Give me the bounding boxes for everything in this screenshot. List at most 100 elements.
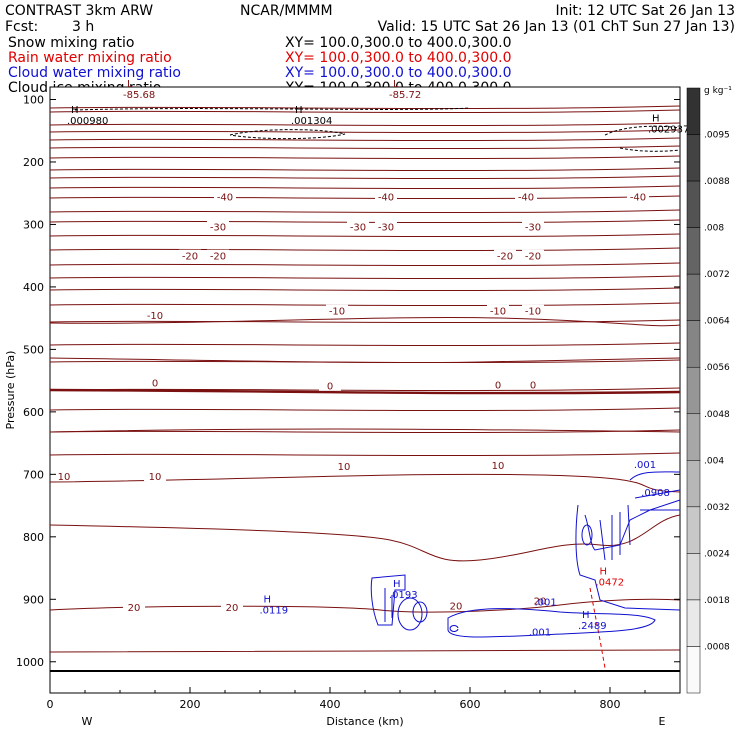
isotherm-label-bg	[214, 190, 236, 202]
isotherm-line	[49, 209, 681, 214]
isotherm-label: -30	[378, 222, 394, 233]
isotherm-label: 10	[492, 461, 505, 472]
isotherm-zero-line	[49, 388, 681, 395]
cloud-water-label: .001	[634, 460, 656, 471]
x-tick-label: 400	[320, 698, 341, 711]
y-tick-label: 200	[23, 156, 44, 169]
colorbar-swatch	[686, 413, 701, 461]
extremum-symbol: H	[71, 105, 79, 116]
cloud-water-contour	[581, 524, 593, 546]
y-tick-label: 700	[23, 468, 44, 481]
isotherm-line	[49, 514, 681, 562]
isotherm-label: 10	[149, 472, 162, 483]
isotherm-label: -10	[147, 311, 163, 322]
x-tick-label: 600	[460, 698, 481, 711]
isotherm-line	[49, 195, 681, 200]
field-xy: XY= 100.0,300.0 to 400.0,300.0	[285, 65, 512, 81]
isotherm-line	[49, 233, 681, 238]
field-xy: XY= 100.0,300.0 to 400.0,300.0	[285, 35, 512, 51]
isotherm-label: -20	[210, 252, 226, 263]
y-tick-label: 500	[23, 343, 44, 356]
colorbar-label: .0072	[704, 270, 730, 280]
isotherm-label-bg	[627, 190, 649, 202]
isotherm-line	[49, 105, 681, 110]
extremum-symbol: H	[295, 105, 303, 116]
cloud-water-contour	[412, 601, 428, 623]
model-title: CONTRAST 3km ARW	[5, 3, 153, 19]
colorbar-label: .0024	[704, 549, 730, 559]
extremum-symbol: H	[582, 610, 590, 621]
extremum-symbol: L	[393, 79, 399, 90]
isotherm-label-bg	[487, 458, 509, 470]
isotherm-line	[49, 137, 681, 142]
isotherm-line	[49, 357, 681, 364]
isotherm-label-bg	[144, 376, 166, 388]
colorbar-unit: g kg⁻¹	[704, 86, 732, 96]
colorbar-label: .0064	[704, 317, 730, 327]
colorbar-swatch	[686, 227, 701, 275]
isotherm-label-bg	[207, 249, 229, 261]
fcst-value: 3 h	[72, 19, 94, 35]
cloud-ice-contour	[74, 107, 471, 111]
y-axis-label: Pressure (hPa)	[4, 351, 17, 430]
cloud-water-contour	[447, 608, 656, 638]
cloud-water-contour	[397, 597, 423, 631]
extremum-value: .2489	[578, 621, 607, 632]
colorbar-label: .004	[704, 456, 724, 466]
isotherm-label-bg	[487, 378, 509, 390]
x-tick-label: 800	[600, 698, 621, 711]
isotherm-label: -30	[350, 222, 366, 233]
isotherm-label-bg	[144, 309, 166, 321]
valid-time: Valid: 15 UTC Sat 26 Jan 13 (01 ChT Sun …	[378, 19, 735, 35]
isotherm-label-bg	[179, 249, 201, 261]
isotherm-label-bg	[375, 190, 397, 202]
cloud-ice-contour	[229, 129, 346, 140]
colorbar-label: .0048	[704, 410, 730, 420]
isotherm-line	[49, 247, 681, 252]
colorbar-swatch	[686, 273, 701, 321]
isotherm-label: 0	[530, 380, 536, 391]
isotherm-label: -40	[378, 192, 394, 203]
colorbar-swatch	[686, 506, 701, 554]
colorbar-label: .0095	[704, 131, 730, 141]
y-tick-label: 900	[23, 593, 44, 606]
colorbar-label: .0056	[704, 363, 730, 373]
isotherm-label: 20	[450, 602, 463, 613]
cloud-water-label: .0908	[641, 488, 670, 499]
isotherm-line	[49, 145, 681, 150]
colorbar-label: .0018	[704, 596, 730, 606]
cloud-water-contour	[384, 588, 393, 622]
field-name: Cloud water mixing ratio	[8, 65, 181, 81]
isotherm-label-bg	[347, 220, 369, 232]
isotherm-label-bg	[53, 470, 75, 482]
isotherm-label: -20	[182, 252, 198, 263]
isotherm-label-bg	[487, 304, 509, 316]
y-tick-label: 400	[23, 281, 44, 294]
x-tick-label: 200	[180, 698, 201, 711]
cloud-water-contour	[599, 504, 631, 561]
isotherm-line	[49, 407, 681, 412]
isotherm-label-bg	[522, 378, 544, 390]
field-name: Rain water mixing ratio	[8, 50, 172, 66]
extremum-symbol: H	[600, 566, 608, 577]
isotherm-label: -40	[518, 192, 534, 203]
isotherm-label: -10	[525, 307, 541, 318]
isotherm-label: -10	[329, 307, 345, 318]
extremum-value: -85.72	[389, 90, 421, 101]
isotherm-line	[49, 175, 681, 180]
isotherm-line	[49, 316, 681, 327]
colorbar-swatch	[686, 87, 701, 135]
extremum-symbol: L	[127, 79, 133, 90]
axes: 0 200 400 600 800100200300400500600700800900…	[16, 93, 681, 711]
colorbar-swatch	[686, 320, 701, 368]
cloud-water-label: .001	[534, 598, 556, 609]
isotherm-label: -40	[217, 192, 233, 203]
isotherm-label-bg	[494, 249, 516, 261]
extremum-value: .0472	[596, 577, 625, 588]
colorbar-label: .0008	[704, 642, 730, 652]
extremum-value: .000980	[67, 116, 108, 127]
extremum-symbol: H	[393, 579, 401, 590]
isotherm-label: -40	[630, 192, 646, 203]
isotherm-line	[49, 122, 681, 127]
